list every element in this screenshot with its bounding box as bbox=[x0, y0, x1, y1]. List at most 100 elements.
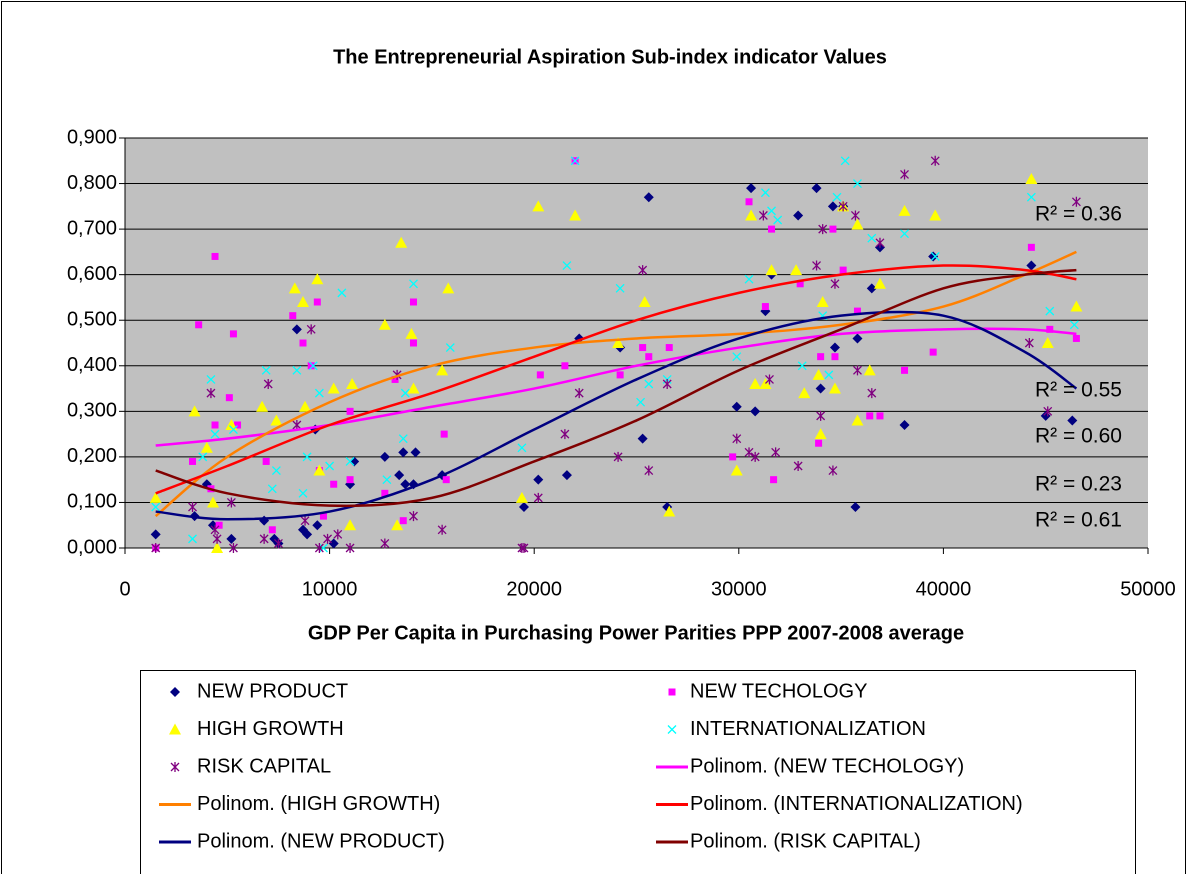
point bbox=[1046, 325, 1054, 333]
point bbox=[337, 288, 347, 298]
point bbox=[732, 433, 742, 444]
point bbox=[149, 491, 162, 503]
point bbox=[409, 279, 418, 289]
point bbox=[405, 327, 418, 339]
point bbox=[768, 225, 776, 233]
point bbox=[850, 210, 860, 221]
point bbox=[750, 406, 761, 417]
point bbox=[876, 412, 884, 420]
point bbox=[1026, 192, 1036, 202]
point bbox=[226, 533, 237, 544]
point bbox=[816, 296, 829, 307]
point bbox=[256, 400, 269, 412]
point bbox=[308, 361, 318, 371]
point bbox=[442, 476, 450, 484]
point bbox=[758, 210, 768, 221]
point bbox=[815, 383, 826, 394]
point bbox=[561, 362, 569, 370]
point bbox=[291, 324, 302, 335]
point bbox=[314, 388, 324, 398]
y-tick-label: 0,000 bbox=[67, 536, 117, 558]
point bbox=[1025, 173, 1038, 184]
point bbox=[1067, 415, 1078, 426]
legend-label: Polinom. (NEW PRODUCT) bbox=[197, 830, 445, 852]
point bbox=[749, 378, 762, 389]
point bbox=[328, 538, 339, 549]
point bbox=[828, 382, 841, 394]
legend-label: Polinom. (RISK CAPITAL) bbox=[690, 830, 921, 852]
point bbox=[333, 529, 343, 540]
point bbox=[759, 378, 772, 389]
point bbox=[815, 439, 823, 447]
point bbox=[1024, 338, 1034, 348]
point bbox=[206, 374, 216, 384]
point bbox=[1072, 334, 1080, 342]
point bbox=[518, 502, 529, 512]
x-tick-label: 30000 bbox=[711, 578, 767, 600]
point bbox=[215, 521, 223, 529]
y-tick-label: 0,600 bbox=[67, 263, 117, 285]
point bbox=[901, 366, 909, 374]
point bbox=[613, 451, 623, 462]
point bbox=[830, 278, 840, 289]
r-squared-label: R² = 0.60 bbox=[1035, 425, 1122, 448]
point bbox=[151, 502, 161, 512]
point bbox=[311, 273, 324, 285]
point bbox=[562, 261, 572, 271]
point bbox=[866, 283, 877, 294]
point bbox=[198, 452, 208, 462]
point bbox=[188, 502, 197, 512]
point bbox=[345, 543, 355, 553]
point bbox=[760, 188, 770, 198]
legend-label: RISK CAPITAL bbox=[197, 755, 331, 777]
point bbox=[312, 520, 323, 531]
trend-line bbox=[155, 327, 1077, 447]
point bbox=[200, 441, 213, 453]
point bbox=[829, 342, 840, 353]
point bbox=[851, 218, 864, 230]
point bbox=[533, 492, 543, 503]
point bbox=[839, 266, 847, 274]
point bbox=[346, 378, 359, 389]
point bbox=[210, 524, 220, 535]
point bbox=[853, 307, 861, 315]
point bbox=[378, 318, 391, 330]
point bbox=[306, 324, 316, 335]
y-tick-label: 0,900 bbox=[67, 126, 117, 148]
point bbox=[898, 204, 911, 216]
point bbox=[1043, 406, 1053, 417]
point bbox=[612, 337, 625, 348]
point bbox=[875, 237, 885, 248]
r-squared-label: R² = 0.36 bbox=[1035, 203, 1122, 226]
point bbox=[398, 434, 408, 444]
point bbox=[382, 475, 392, 485]
point bbox=[1026, 260, 1037, 271]
point bbox=[234, 421, 242, 429]
point bbox=[314, 543, 324, 553]
y-tick-label: 0,200 bbox=[67, 445, 117, 467]
point bbox=[151, 543, 161, 553]
point bbox=[645, 353, 653, 361]
point bbox=[210, 429, 220, 439]
point bbox=[637, 433, 648, 444]
trend-line bbox=[155, 264, 1077, 495]
point bbox=[307, 362, 315, 370]
point bbox=[267, 484, 277, 494]
point bbox=[212, 533, 222, 544]
point bbox=[189, 457, 197, 465]
point bbox=[330, 480, 338, 488]
point bbox=[1070, 300, 1083, 312]
point bbox=[302, 529, 313, 540]
point bbox=[410, 447, 421, 458]
point bbox=[268, 526, 276, 534]
point bbox=[746, 183, 757, 194]
point bbox=[744, 447, 754, 458]
x-tick-label: 20000 bbox=[506, 578, 562, 600]
x-tick-label: 0 bbox=[119, 578, 130, 600]
point bbox=[1027, 243, 1035, 251]
point bbox=[811, 183, 822, 194]
point bbox=[271, 466, 281, 476]
point bbox=[929, 348, 937, 356]
point bbox=[379, 451, 390, 462]
point bbox=[616, 371, 624, 379]
